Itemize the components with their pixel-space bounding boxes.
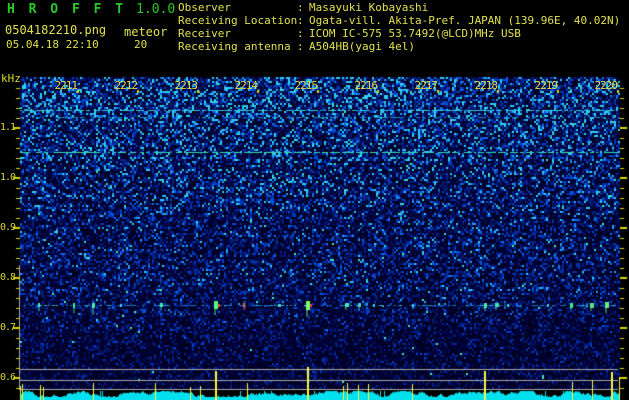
app-title: H R O F F T 1.0.0 bbox=[7, 2, 176, 17]
freq-tick-label: 0.7 bbox=[0, 322, 16, 333]
info-value: A504HB(yagi 4el) bbox=[309, 40, 415, 53]
info-colon: : bbox=[297, 1, 304, 14]
freq-tick-label: 0.9 bbox=[0, 222, 16, 233]
echo-count: 20 bbox=[134, 38, 148, 51]
freq-tick-label: 0.8 bbox=[0, 272, 16, 283]
station-info-block: Observer: Masayuki Kobayashi Receiving Loc… bbox=[178, 1, 621, 54]
info-row: Receiving Location: Ogata-vill. Akita-Pre… bbox=[178, 14, 621, 28]
output-filename: 0504182210.png bbox=[5, 23, 107, 37]
time-tick-label: 2212 bbox=[114, 79, 139, 92]
time-tick-label: 2211 bbox=[54, 79, 79, 92]
info-row: Receiver: ICOM IC-575 53.7492(@LCD)MHz US… bbox=[178, 27, 620, 41]
time-tick-label: 2215 bbox=[294, 79, 319, 92]
time-tick-label: 2218 bbox=[474, 79, 499, 92]
info-label: Receiver bbox=[178, 27, 231, 40]
info-label: Observer bbox=[178, 1, 231, 14]
time-tick-label: 2216 bbox=[354, 79, 379, 92]
info-value: ICOM IC-575 53.7492(@LCD)MHz USB bbox=[309, 27, 521, 40]
freq-tick-label: 1.1 bbox=[0, 122, 16, 133]
freq-tick-label: 0.6 bbox=[0, 372, 16, 383]
info-value: Ogata-vill. Akita-Pref. JAPAN (139.96E, … bbox=[309, 14, 621, 27]
info-value: Masayuki Kobayashi bbox=[309, 1, 429, 14]
info-colon: : bbox=[297, 40, 304, 53]
time-tick-label: 2213 bbox=[174, 79, 199, 92]
observation-mode: meteor bbox=[124, 25, 168, 39]
freq-axis-unit-label: kHz bbox=[1, 72, 21, 85]
time-tick-label: 2220 bbox=[594, 79, 619, 92]
info-label: Receiving antenna bbox=[178, 40, 291, 53]
info-row: Receiving antenna: A504HB(yagi 4el) bbox=[178, 40, 620, 54]
observation-datetime: 05.04.18 22:10 bbox=[6, 38, 99, 51]
time-tick-label: 2217 bbox=[414, 79, 439, 92]
time-tick-label: 2219 bbox=[534, 79, 559, 92]
info-colon: : bbox=[297, 27, 304, 40]
info-colon: : bbox=[297, 14, 304, 27]
freq-tick-label: 1.0 bbox=[0, 172, 16, 183]
info-row: Observer: Masayuki Kobayashi bbox=[178, 1, 620, 15]
app-version: 1.0.0 bbox=[136, 2, 176, 17]
time-tick-label: 2214 bbox=[234, 79, 259, 92]
app-name: H R O F F T bbox=[7, 2, 127, 17]
info-label: Receiving Location bbox=[178, 14, 298, 27]
